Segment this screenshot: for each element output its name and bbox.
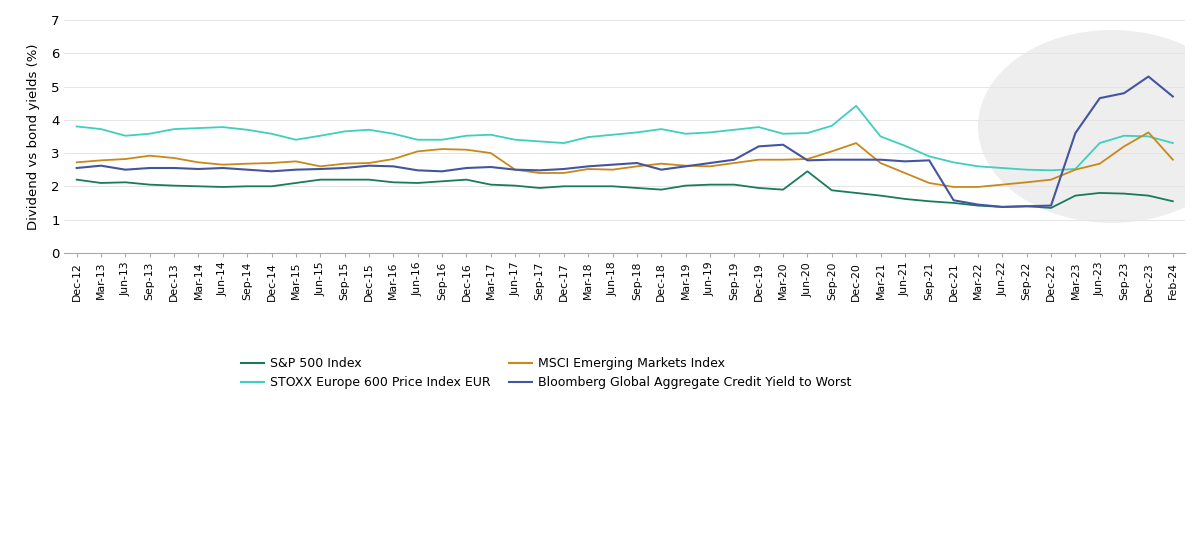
Y-axis label: Dividend vs bond yields (%): Dividend vs bond yields (%): [26, 43, 40, 229]
Ellipse shape: [978, 30, 1200, 223]
Legend: S&P 500 Index, STOXX Europe 600 Price Index EUR, MSCI Emerging Markets Index, Bl: S&P 500 Index, STOXX Europe 600 Price In…: [236, 352, 857, 394]
